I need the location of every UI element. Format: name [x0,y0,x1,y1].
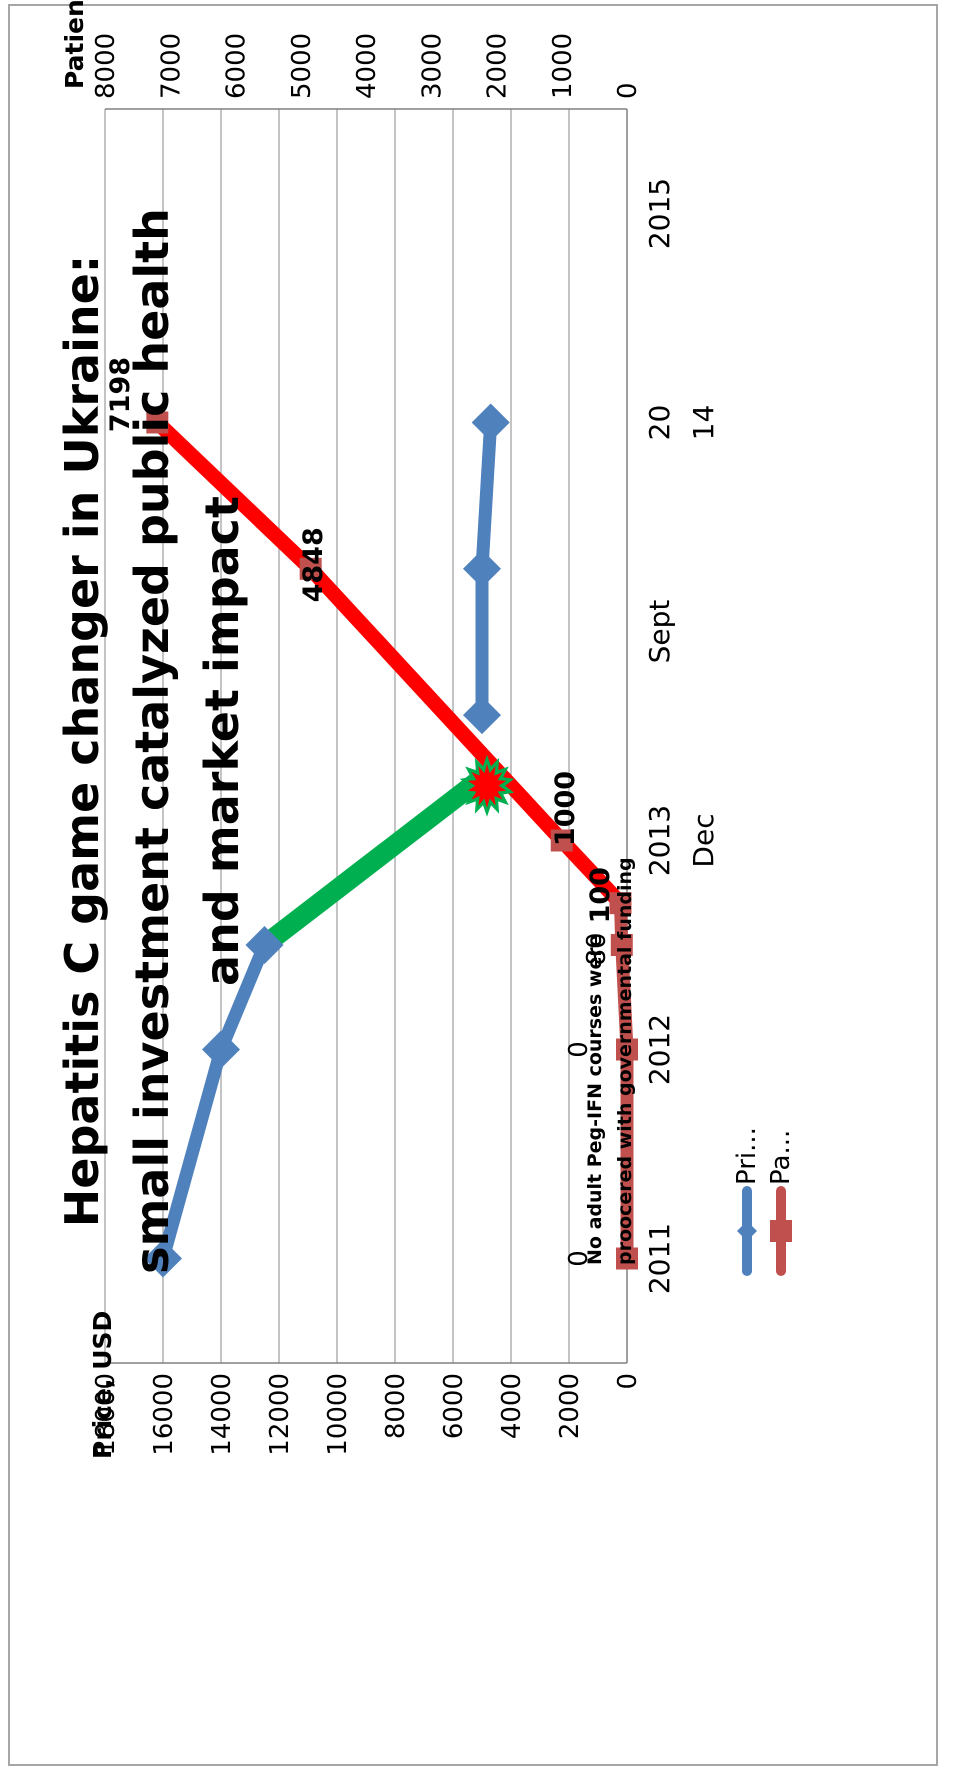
left-tick-label: 8000 [381,1373,411,1439]
right-tick-label: 4000 [352,33,382,99]
right-tick-label: 8000 [91,33,121,99]
price-marker [245,926,284,964]
data-label: 4848 [298,527,329,602]
price-marker [202,1030,240,1069]
left-tick-label: 0 [613,1373,643,1390]
left-tick-label: 6000 [439,1373,469,1439]
title-line: Hepatitis C game changer in Ukraine: [55,255,109,1227]
data-label: 0 [564,1041,594,1058]
patient-marker [299,557,322,580]
left-tick-label: 10000 [323,1373,353,1456]
right-axis-title: Patient [60,0,89,89]
patient-marker [610,934,633,956]
right-tick-label: 2000 [483,33,513,99]
annotation-line: proocered with governmental funding [614,857,636,1265]
series-markers [144,403,638,1278]
data-label: 7198 [105,357,136,432]
category-label: 20 [643,405,676,441]
title-line: small investment catalyzed public health [125,208,179,1274]
left-tick-label: 2000 [555,1373,585,1439]
price-marker [471,403,510,442]
legend-label: Pri... [732,1127,762,1185]
left-tick-label: 12000 [265,1373,295,1456]
legend-label: Pa... [766,1130,796,1185]
category-label: Dec [687,813,720,867]
patient-marker [146,411,169,434]
left-tick-label: 18000 [91,1373,121,1456]
burst-inner [467,763,507,808]
right-tick-label: 0 [613,82,643,99]
series-line-patients [613,902,634,1259]
annotation-line: No adult Peg-IFN courses were [584,934,606,1265]
price-marker [463,549,501,588]
left-axis-title: Price, USD [88,1311,117,1459]
price-marker [463,696,501,735]
category-label: 2015 [643,178,676,249]
right-tick-label: 7000 [156,33,186,99]
left-tick-label: 14000 [207,1373,237,1456]
category-axis: 2011 2012 2013 Dec Sept 20 14 2015 [643,178,720,1294]
patient-marker [616,1247,638,1270]
left-axis: 0 2000 4000 6000 8000 10000 12000 14000 16000 180… [88,1311,643,1459]
right-tick-label: 3000 [417,33,447,99]
series-line-patients-red [152,417,626,909]
legend-marker [770,1220,792,1242]
series-lines [152,417,634,1261]
highlight-line [258,769,489,953]
category-label: 2011 [643,1223,676,1294]
left-tick-label: 4000 [497,1373,527,1439]
legend: Pri... Pa... [732,1127,796,1276]
patient-marker [609,892,632,915]
category-label: 2012 [643,1014,676,1085]
data-label: 1000 [550,771,581,846]
category-label: Sept [643,600,676,664]
patient-marker [616,1038,638,1061]
data-label: 80 [582,932,612,965]
right-tick-label: 5000 [287,33,317,99]
right-tick-label: 1000 [548,33,578,99]
data-label: 0 [564,1250,594,1267]
chart-title: Hepatitis C game changer in Ukraine: smal… [55,208,249,1274]
legend-marker [737,1221,757,1241]
patient-marker [550,829,573,852]
annotation: No adult Peg-IFN courses were proocered w… [584,857,636,1265]
title-line: and market impact [195,496,249,986]
category-label: 14 [687,405,720,441]
left-tick-label: 16000 [149,1373,179,1456]
right-tick-label: 6000 [222,33,252,99]
data-label: 100 [585,867,616,923]
price-marker [144,1239,182,1278]
category-label: 2013 [643,805,676,876]
